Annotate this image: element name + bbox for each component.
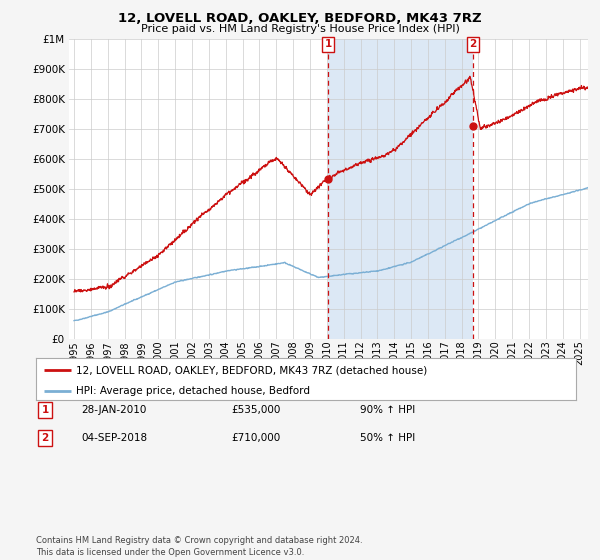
Text: Price paid vs. HM Land Registry's House Price Index (HPI): Price paid vs. HM Land Registry's House … <box>140 24 460 34</box>
Text: 28-JAN-2010: 28-JAN-2010 <box>81 405 146 415</box>
Text: 90% ↑ HPI: 90% ↑ HPI <box>360 405 415 415</box>
Text: 12, LOVELL ROAD, OAKLEY, BEDFORD, MK43 7RZ: 12, LOVELL ROAD, OAKLEY, BEDFORD, MK43 7… <box>118 12 482 25</box>
Text: HPI: Average price, detached house, Bedford: HPI: Average price, detached house, Bedf… <box>77 386 311 396</box>
Text: 04-SEP-2018: 04-SEP-2018 <box>81 433 147 443</box>
Text: 1: 1 <box>41 405 49 415</box>
Text: £710,000: £710,000 <box>231 433 280 443</box>
Text: 2: 2 <box>41 433 49 443</box>
Text: 50% ↑ HPI: 50% ↑ HPI <box>360 433 415 443</box>
Text: 2: 2 <box>469 39 476 49</box>
Bar <box>328 39 473 339</box>
Point <box>468 122 478 130</box>
Point <box>323 174 333 183</box>
Text: Contains HM Land Registry data © Crown copyright and database right 2024.
This d: Contains HM Land Registry data © Crown c… <box>36 536 362 557</box>
Text: £535,000: £535,000 <box>231 405 280 415</box>
Text: 12, LOVELL ROAD, OAKLEY, BEDFORD, MK43 7RZ (detached house): 12, LOVELL ROAD, OAKLEY, BEDFORD, MK43 7… <box>77 365 428 375</box>
Text: 1: 1 <box>325 39 332 49</box>
